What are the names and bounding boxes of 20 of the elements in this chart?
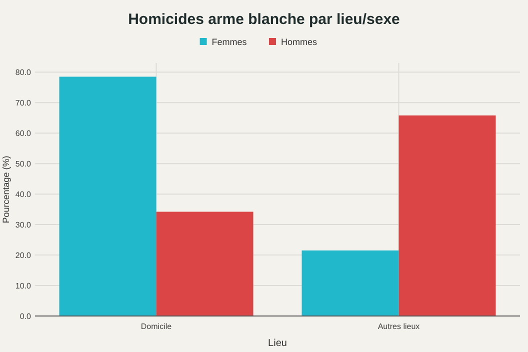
y-tick-label: 0.0 <box>20 312 32 321</box>
bar <box>156 212 254 316</box>
y-tick-label: 60.0 <box>15 129 32 138</box>
chart-title: Homicides arme blanche par lieu/sexe <box>128 11 400 28</box>
y-tick-label: 20.0 <box>15 251 32 260</box>
y-tick-label: 30.0 <box>15 220 32 230</box>
bar <box>59 76 156 316</box>
y-tick-label: 70.0 <box>15 98 32 108</box>
y-tick-label: 50.0 <box>15 160 32 169</box>
bar <box>398 115 496 316</box>
y-tick-label: 40.0 <box>15 190 32 200</box>
bar <box>302 250 399 316</box>
x-tick-label: Domicile <box>140 322 172 331</box>
y-axis-title: Pourcentage (%) <box>1 156 11 224</box>
legend-label: Hommes <box>281 37 318 47</box>
y-tick-label: 10.0 <box>15 282 32 291</box>
x-tick-label: Autres lieux <box>378 322 420 331</box>
y-tick-label: 80.0 <box>15 68 32 78</box>
x-axis-title: Lieu <box>268 338 287 349</box>
legend-label: Femmes <box>212 37 248 47</box>
